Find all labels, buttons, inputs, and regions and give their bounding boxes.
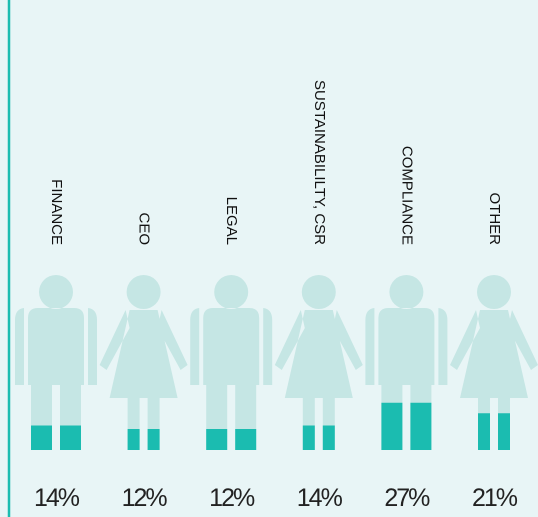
figure [190, 275, 273, 450]
category-label: LEGAL [223, 197, 240, 245]
value-label: 12% [122, 484, 168, 512]
figure [99, 275, 188, 450]
category-label: SUSTAINABILILTY, CSR [311, 80, 328, 245]
figure [274, 275, 363, 450]
value-label: 27% [384, 484, 430, 512]
category-label: FINANCE [48, 179, 65, 245]
figure [15, 274, 97, 450]
value-label: 12% [209, 484, 255, 512]
value-label: 14% [297, 484, 343, 512]
value-label: 21% [472, 484, 518, 512]
value-label: 14% [34, 484, 80, 512]
figure [450, 275, 538, 450]
category-label: OTHER [486, 193, 503, 246]
category-label: CEO [136, 212, 153, 245]
category-label: COMPLIANCE [398, 146, 415, 245]
